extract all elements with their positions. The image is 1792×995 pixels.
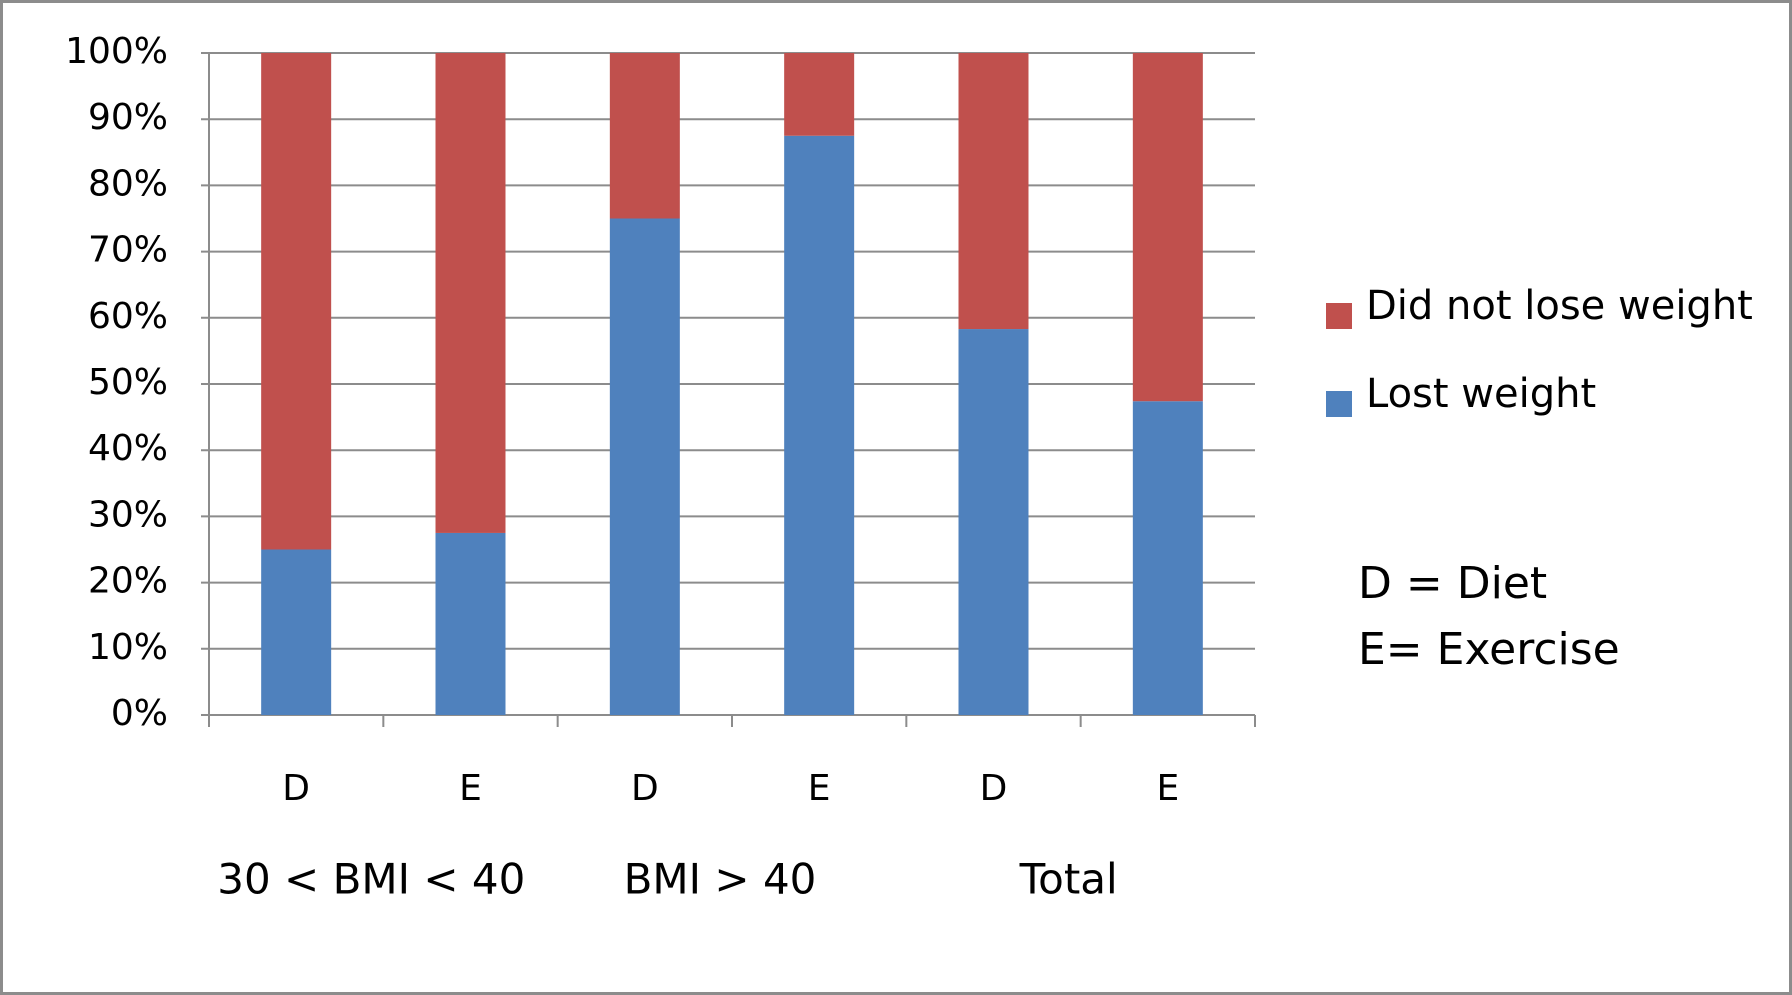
- y-tick-label: 0%: [111, 693, 168, 734]
- bar-segment: [784, 135, 855, 715]
- bar-segment: [435, 532, 506, 715]
- y-tick-label: 80%: [88, 163, 168, 204]
- bar-segment: [261, 53, 332, 550]
- y-tick-label: 70%: [88, 230, 168, 271]
- y-tick-label: 20%: [88, 561, 168, 602]
- y-tick-label: 90%: [88, 97, 168, 138]
- x-tick-label: E: [808, 768, 831, 809]
- y-tick-label: 50%: [88, 362, 168, 403]
- y-tick-label: 30%: [88, 494, 168, 535]
- annotation: E= Exercise: [1358, 624, 1620, 675]
- group-label: Total: [1019, 855, 1118, 904]
- x-tick-label: D: [980, 768, 1008, 809]
- bar-segment: [958, 53, 1029, 330]
- group-label: BMI > 40: [624, 855, 817, 904]
- legend-label: Did not lose weight: [1366, 283, 1753, 329]
- legend-label: Lost weight: [1366, 371, 1596, 417]
- legend-swatch: [1326, 303, 1352, 329]
- bar-segment: [784, 53, 855, 136]
- y-tick-label: 40%: [88, 428, 168, 469]
- bar-segment: [1132, 401, 1203, 715]
- bar-segment: [1132, 53, 1203, 402]
- bar-segment: [435, 53, 506, 533]
- bar-segment: [609, 218, 680, 715]
- y-tick-label: 10%: [88, 627, 168, 668]
- y-tick-label: 60%: [88, 296, 168, 337]
- bar-segment: [958, 329, 1029, 715]
- annotation: D = Diet: [1358, 558, 1547, 609]
- bar-segment: [261, 549, 332, 715]
- x-tick-label: D: [631, 768, 659, 809]
- legend-swatch: [1326, 391, 1352, 417]
- bar-segment: [609, 53, 680, 219]
- group-label: 30 < BMI < 40: [217, 855, 525, 904]
- y-tick-label: 100%: [65, 31, 168, 72]
- x-tick-label: E: [1156, 768, 1179, 809]
- x-tick-label: E: [459, 768, 482, 809]
- x-tick-label: D: [282, 768, 310, 809]
